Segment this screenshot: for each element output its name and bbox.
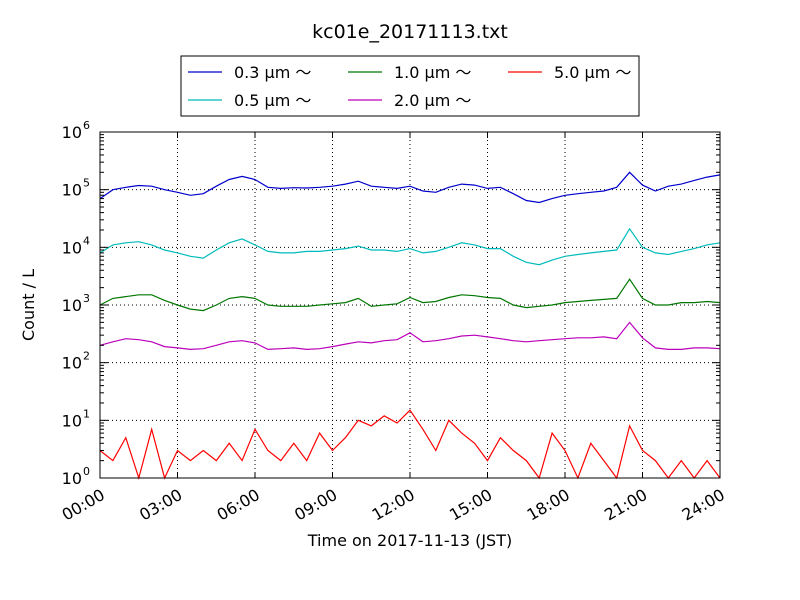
x-axis-label: Time on 2017-11-13 (JST) bbox=[307, 531, 512, 550]
x-tick-label: 21:00 bbox=[601, 485, 650, 525]
y-tick-exponent: 0 bbox=[83, 465, 90, 478]
y-tick-label: 10 bbox=[62, 411, 82, 430]
legend: 0.3 μm ～ 0.5 μm ～ 1.0 μm ～ 2.0 μm ～ 5.0 μm ～ bbox=[180, 55, 640, 117]
legend-box bbox=[180, 55, 640, 117]
y-tick-exponent: 2 bbox=[83, 350, 90, 363]
x-tick-label: 00:00 bbox=[59, 485, 108, 525]
y-tick-label: 10 bbox=[62, 354, 82, 373]
x-tick-label: 09:00 bbox=[291, 485, 340, 525]
y-axis-label: Count / L bbox=[19, 269, 38, 341]
y-tick-exponent: 6 bbox=[83, 119, 90, 132]
series-line-1 bbox=[99, 227, 721, 266]
grid-lines bbox=[100, 132, 720, 478]
chart-title: kc01e_20171113.txt bbox=[312, 21, 508, 43]
legend-label: 2.0 μm ～ bbox=[394, 91, 471, 110]
series-line-0 bbox=[99, 171, 721, 204]
y-tick-exponent: 3 bbox=[83, 292, 90, 305]
legend-label: 5.0 μm ～ bbox=[554, 63, 631, 82]
legend-label: 1.0 μm ～ bbox=[394, 63, 471, 82]
x-tick-label: 03:00 bbox=[136, 485, 185, 525]
y-tick-label: 10 bbox=[62, 181, 82, 200]
x-tick-label: 12:00 bbox=[369, 485, 418, 525]
y-tick-label: 10 bbox=[62, 238, 82, 257]
x-tick-labels: 00:00 03:00 06:00 09:00 12:00 15:00 18:00 21:00… bbox=[59, 485, 728, 525]
x-tick-label: 24:00 bbox=[679, 485, 728, 525]
x-tick-label: 06:00 bbox=[214, 485, 263, 525]
y-tick-label: 10 bbox=[62, 469, 82, 488]
x-tick-label: 15:00 bbox=[446, 485, 495, 525]
x-tick-label: 18:00 bbox=[524, 485, 573, 525]
y-tick-exponent: 4 bbox=[83, 234, 90, 247]
series-line-3 bbox=[99, 321, 721, 351]
axis-ticks bbox=[99, 131, 721, 479]
legend-label: 0.3 μm ～ bbox=[234, 63, 311, 82]
y-tick-label: 10 bbox=[62, 296, 82, 315]
y-tick-exponent: 1 bbox=[83, 407, 90, 420]
y-tick-label: 10 bbox=[62, 123, 82, 142]
series-line-2 bbox=[99, 278, 721, 312]
legend-label: 0.5 μm ～ bbox=[234, 91, 311, 110]
y-tick-exponent: 5 bbox=[83, 177, 90, 190]
